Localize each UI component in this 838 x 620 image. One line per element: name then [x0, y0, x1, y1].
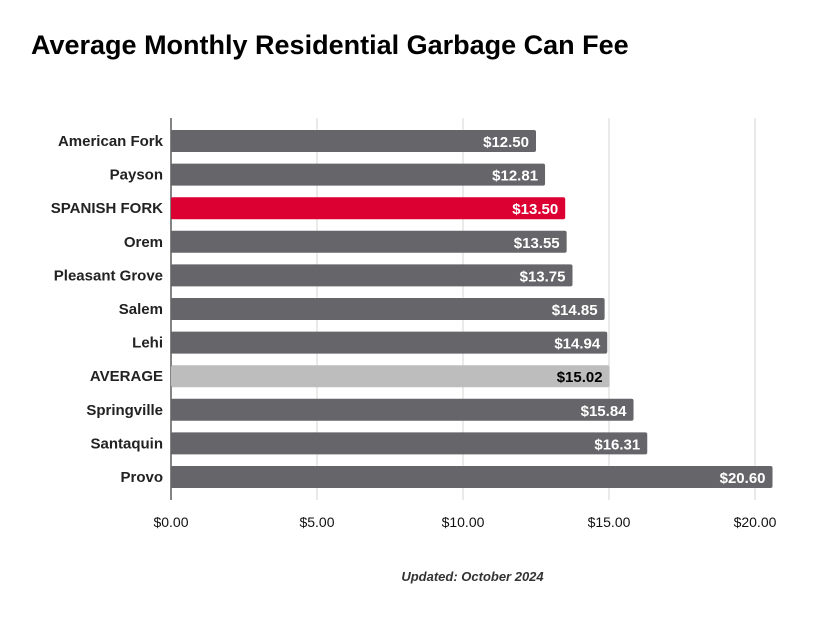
- bar-lehi: [171, 331, 608, 354]
- data-label: $14.94: [554, 336, 601, 353]
- bar-santaquin: [171, 432, 648, 455]
- category-label: Springville: [86, 402, 163, 419]
- category-label: Santaquin: [90, 435, 163, 452]
- bar-average: [171, 365, 610, 388]
- data-label: $13.55: [514, 235, 560, 252]
- category-label: Salem: [119, 301, 163, 318]
- bar-orem: [171, 230, 567, 253]
- data-label: $12.50: [483, 134, 529, 151]
- category-label: Payson: [110, 167, 163, 184]
- category-label: AVERAGE: [90, 368, 163, 385]
- category-label: Lehi: [132, 335, 163, 352]
- x-tick-label: $10.00: [442, 514, 485, 530]
- bar-provo: [171, 466, 773, 488]
- x-tick-label: $5.00: [299, 514, 334, 530]
- category-label: American Fork: [58, 133, 164, 150]
- data-label: $16.31: [594, 436, 640, 453]
- category-label: Pleasant Grove: [54, 267, 163, 284]
- data-label: $15.84: [581, 403, 628, 420]
- bar-salem: [171, 298, 605, 320]
- data-label: $12.81: [492, 168, 538, 185]
- category-label: Orem: [124, 234, 163, 251]
- data-label: $20.60: [720, 470, 766, 487]
- updated-note: Updated: October 2024: [401, 569, 544, 584]
- x-tick-label: $0.00: [153, 514, 188, 530]
- data-label: $13.75: [520, 268, 566, 285]
- data-label: $13.50: [512, 201, 558, 218]
- bar-pleasant-grove: [171, 264, 573, 287]
- chart-title: Average Monthly Residential Garbage Can …: [31, 30, 629, 60]
- data-label: $15.02: [557, 369, 603, 386]
- bar-springville: [171, 398, 634, 421]
- bar-american-fork: [171, 130, 536, 152]
- category-label: Provo: [120, 469, 163, 486]
- bar-spanish-fork: [171, 197, 566, 220]
- x-tick-label: $15.00: [588, 514, 631, 530]
- data-label: $14.85: [552, 302, 598, 319]
- category-label: SPANISH FORK: [51, 200, 163, 217]
- bar-payson: [171, 163, 546, 186]
- x-tick-label: $20.00: [734, 514, 777, 530]
